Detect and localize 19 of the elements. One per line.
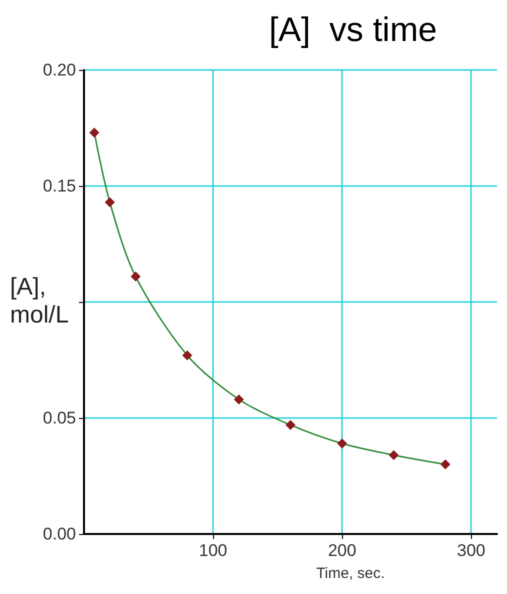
point <box>104 197 115 208</box>
point <box>440 459 450 470</box>
point <box>130 271 141 282</box>
point <box>337 438 348 449</box>
point <box>286 420 296 430</box>
chart-title: [A] vs time <box>268 11 438 49</box>
x-axis-title: Time, sec. <box>316 565 385 582</box>
point <box>388 450 399 460</box>
y-tick-label: 0.05 <box>42 408 76 428</box>
x-tick-label: 200 <box>328 541 356 560</box>
y-axis-title: [A], mol/L <box>10 274 69 328</box>
point <box>182 350 192 360</box>
y-tick-label: 0.20 <box>42 60 76 80</box>
y-tick-label: 0.15 <box>42 176 76 196</box>
y-tick-label: 0.00 <box>42 524 76 544</box>
point <box>89 128 100 138</box>
x-tick-label: 300 <box>457 541 486 560</box>
point <box>234 394 244 404</box>
x-tick-label: 100 <box>198 541 228 560</box>
